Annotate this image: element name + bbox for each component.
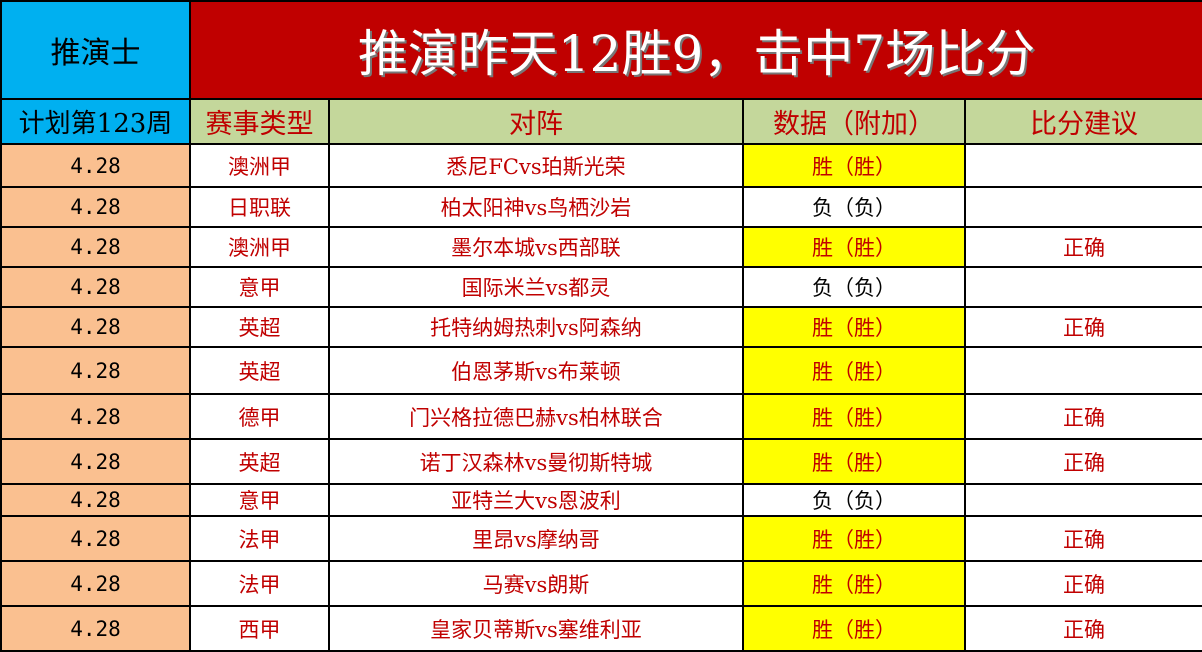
table-row: 4.28 意甲 国际米兰vs都灵 负（负） [0, 266, 1202, 308]
league-cell: 澳洲甲 [189, 226, 330, 268]
data-header: 数据（附加） [742, 98, 966, 145]
data-cell: 胜（胜） [742, 560, 966, 607]
score-cell [964, 483, 1202, 517]
score-cell [964, 186, 1202, 228]
data-cell: 胜（胜） [742, 306, 966, 348]
match-cell: 柏太阳神vs鸟栖沙岩 [328, 186, 744, 228]
data-cell: 胜（胜） [742, 393, 966, 440]
date-cell: 4.28 [0, 393, 191, 440]
league-cell: 日职联 [189, 186, 330, 228]
data-cell: 负（负） [742, 186, 966, 228]
score-cell: 正确 [964, 438, 1202, 485]
date-cell: 4.28 [0, 605, 191, 652]
table-row: 4.28 法甲 马赛vs朗斯 胜（胜） 正确 [0, 560, 1202, 607]
data-cell: 胜（胜） [742, 226, 966, 268]
date-cell: 4.28 [0, 143, 191, 188]
data-cell: 胜（胜） [742, 143, 966, 188]
match-header: 对阵 [328, 98, 744, 145]
score-cell: 正确 [964, 605, 1202, 652]
league-cell: 西甲 [189, 605, 330, 652]
league-header: 赛事类型 [189, 98, 330, 145]
date-cell: 4.28 [0, 346, 191, 395]
table-row: 4.28 英超 伯恩茅斯vs布莱顿 胜（胜） [0, 346, 1202, 395]
date-cell: 4.28 [0, 186, 191, 228]
league-cell: 德甲 [189, 393, 330, 440]
match-cell: 国际米兰vs都灵 [328, 266, 744, 308]
table-row: 4.28 法甲 里昂vs摩纳哥 胜（胜） 正确 [0, 515, 1202, 562]
league-cell: 法甲 [189, 560, 330, 607]
table-row: 4.28 澳洲甲 墨尔本城vs西部联 胜（胜） 正确 [0, 226, 1202, 268]
league-cell: 意甲 [189, 483, 330, 517]
score-cell [964, 346, 1202, 395]
date-cell: 4.28 [0, 560, 191, 607]
data-cell: 负（负） [742, 483, 966, 517]
match-cell: 皇家贝蒂斯vs塞维利亚 [328, 605, 744, 652]
data-cell: 胜（胜） [742, 605, 966, 652]
league-cell: 英超 [189, 306, 330, 348]
score-cell [964, 266, 1202, 308]
table-row: 4.28 意甲 亚特兰大vs恩波利 负（负） [0, 483, 1202, 517]
score-cell: 正确 [964, 306, 1202, 348]
data-cell: 负（负） [742, 266, 966, 308]
match-cell: 诺丁汉森林vs曼彻斯特城 [328, 438, 744, 485]
date-cell: 4.28 [0, 438, 191, 485]
plan-week-header: 计划第123周 [0, 98, 191, 145]
table-row: 4.28 西甲 皇家贝蒂斯vs塞维利亚 胜（胜） 正确 [0, 605, 1202, 652]
match-cell: 悉尼FCvs珀斯光荣 [328, 143, 744, 188]
match-cell: 墨尔本城vs西部联 [328, 226, 744, 268]
match-cell: 亚特兰大vs恩波利 [328, 483, 744, 517]
table-row: 4.28 英超 托特纳姆热刺vs阿森纳 胜（胜） 正确 [0, 306, 1202, 348]
data-cell: 胜（胜） [742, 515, 966, 562]
score-cell: 正确 [964, 515, 1202, 562]
match-cell: 门兴格拉德巴赫vs柏林联合 [328, 393, 744, 440]
league-cell: 澳洲甲 [189, 143, 330, 188]
league-cell: 英超 [189, 346, 330, 395]
score-cell: 正确 [964, 226, 1202, 268]
score-cell: 正确 [964, 393, 1202, 440]
match-cell: 里昂vs摩纳哥 [328, 515, 744, 562]
league-cell: 意甲 [189, 266, 330, 308]
page-title: 推演昨天12胜9，击中7场比分 [189, 0, 1202, 100]
table-row: 4.28 英超 诺丁汉森林vs曼彻斯特城 胜（胜） 正确 [0, 438, 1202, 485]
match-cell: 托特纳姆热刺vs阿森纳 [328, 306, 744, 348]
score-cell [964, 143, 1202, 188]
date-cell: 4.28 [0, 226, 191, 268]
league-cell: 英超 [189, 438, 330, 485]
score-cell: 正确 [964, 560, 1202, 607]
match-cell: 伯恩茅斯vs布莱顿 [328, 346, 744, 395]
brand-cell: 推演士 [0, 0, 191, 100]
score-header: 比分建议 [964, 98, 1202, 145]
date-cell: 4.28 [0, 483, 191, 517]
table-row: 4.28 德甲 门兴格拉德巴赫vs柏林联合 胜（胜） 正确 [0, 393, 1202, 440]
data-cell: 胜（胜） [742, 438, 966, 485]
date-cell: 4.28 [0, 515, 191, 562]
match-cell: 马赛vs朗斯 [328, 560, 744, 607]
league-cell: 法甲 [189, 515, 330, 562]
date-cell: 4.28 [0, 266, 191, 308]
table-row: 4.28 澳洲甲 悉尼FCvs珀斯光荣 胜（胜） [0, 143, 1202, 188]
date-cell: 4.28 [0, 306, 191, 348]
table-row: 4.28 日职联 柏太阳神vs鸟栖沙岩 负（负） [0, 186, 1202, 228]
data-cell: 胜（胜） [742, 346, 966, 395]
